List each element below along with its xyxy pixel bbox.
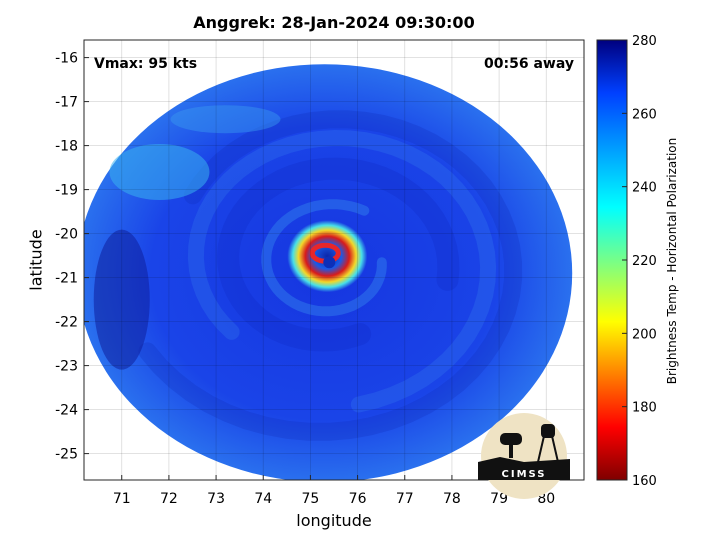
y-tick-label: -18 bbox=[55, 139, 78, 155]
cloud-patch bbox=[109, 144, 210, 200]
x-tick-label: 77 bbox=[396, 491, 414, 507]
x-axis-ticks: 71 72 73 74 75 76 77 78 79 80 bbox=[113, 475, 555, 507]
eyewall bbox=[287, 220, 368, 293]
y-tick-label: -16 bbox=[55, 51, 78, 67]
rain-band bbox=[261, 199, 387, 317]
colorbar-tick-label: 180 bbox=[632, 401, 657, 416]
grid-lines bbox=[84, 40, 584, 480]
x-tick-label: 75 bbox=[302, 491, 320, 507]
y-tick-label: -23 bbox=[55, 359, 78, 375]
colorbar-label: Brightness Temp - Horizontal Polarizatio… bbox=[665, 137, 679, 385]
rain-band bbox=[217, 157, 460, 352]
x-tick-label: 72 bbox=[160, 491, 178, 507]
cloud-patch bbox=[170, 105, 281, 134]
x-tick-label: 76 bbox=[349, 491, 367, 507]
vmax-label: Vmax: 95 kts bbox=[94, 56, 197, 72]
plot-frame bbox=[83, 39, 585, 481]
colorbar-tick-label: 200 bbox=[632, 327, 657, 342]
y-tick-label: -20 bbox=[55, 227, 78, 243]
colorbar-ticks: 280 260 240 220 200 180 160 bbox=[622, 34, 657, 489]
colorbar-tick-label: 160 bbox=[632, 474, 657, 489]
eye-center bbox=[323, 256, 336, 269]
y-tick-label: -24 bbox=[55, 403, 78, 419]
colorbar-tick-label: 280 bbox=[632, 34, 657, 49]
cold-patch bbox=[93, 229, 150, 370]
cimss-logo-icon: CIMSS bbox=[478, 413, 570, 499]
y-tick-label: -21 bbox=[55, 271, 78, 287]
rain-band bbox=[187, 129, 497, 413]
logo-text: CIMSS bbox=[502, 469, 547, 480]
time-away-label: 00:56 away bbox=[484, 56, 574, 72]
plot-title: Anggrek: 28-Jan-2024 09:30:00 bbox=[193, 13, 475, 32]
x-tick-label: 79 bbox=[490, 491, 508, 507]
x-tick-label: 74 bbox=[254, 491, 272, 507]
y-axis-label: latitude bbox=[26, 229, 46, 291]
rain-bands bbox=[93, 105, 523, 441]
y-axis-ticks: -16 -17 -18 -19 -20 -21 -22 -23 -24 -25 bbox=[55, 51, 89, 463]
rain-band bbox=[138, 110, 523, 441]
colorbar-tick-label: 220 bbox=[632, 254, 657, 269]
x-tick-label: 73 bbox=[207, 491, 225, 507]
y-tick-label: -17 bbox=[55, 95, 78, 111]
y-tick-label: -19 bbox=[55, 183, 78, 199]
y-tick-label: -22 bbox=[55, 315, 78, 331]
y-tick-label: -25 bbox=[55, 447, 78, 463]
colorbar-tick-label: 240 bbox=[632, 181, 657, 196]
colorbar-tick-label: 260 bbox=[632, 107, 657, 122]
x-tick-label: 71 bbox=[113, 491, 131, 507]
storm-eye bbox=[287, 220, 368, 293]
x-tick-label: 78 bbox=[443, 491, 461, 507]
x-axis-label: longitude bbox=[296, 511, 372, 530]
